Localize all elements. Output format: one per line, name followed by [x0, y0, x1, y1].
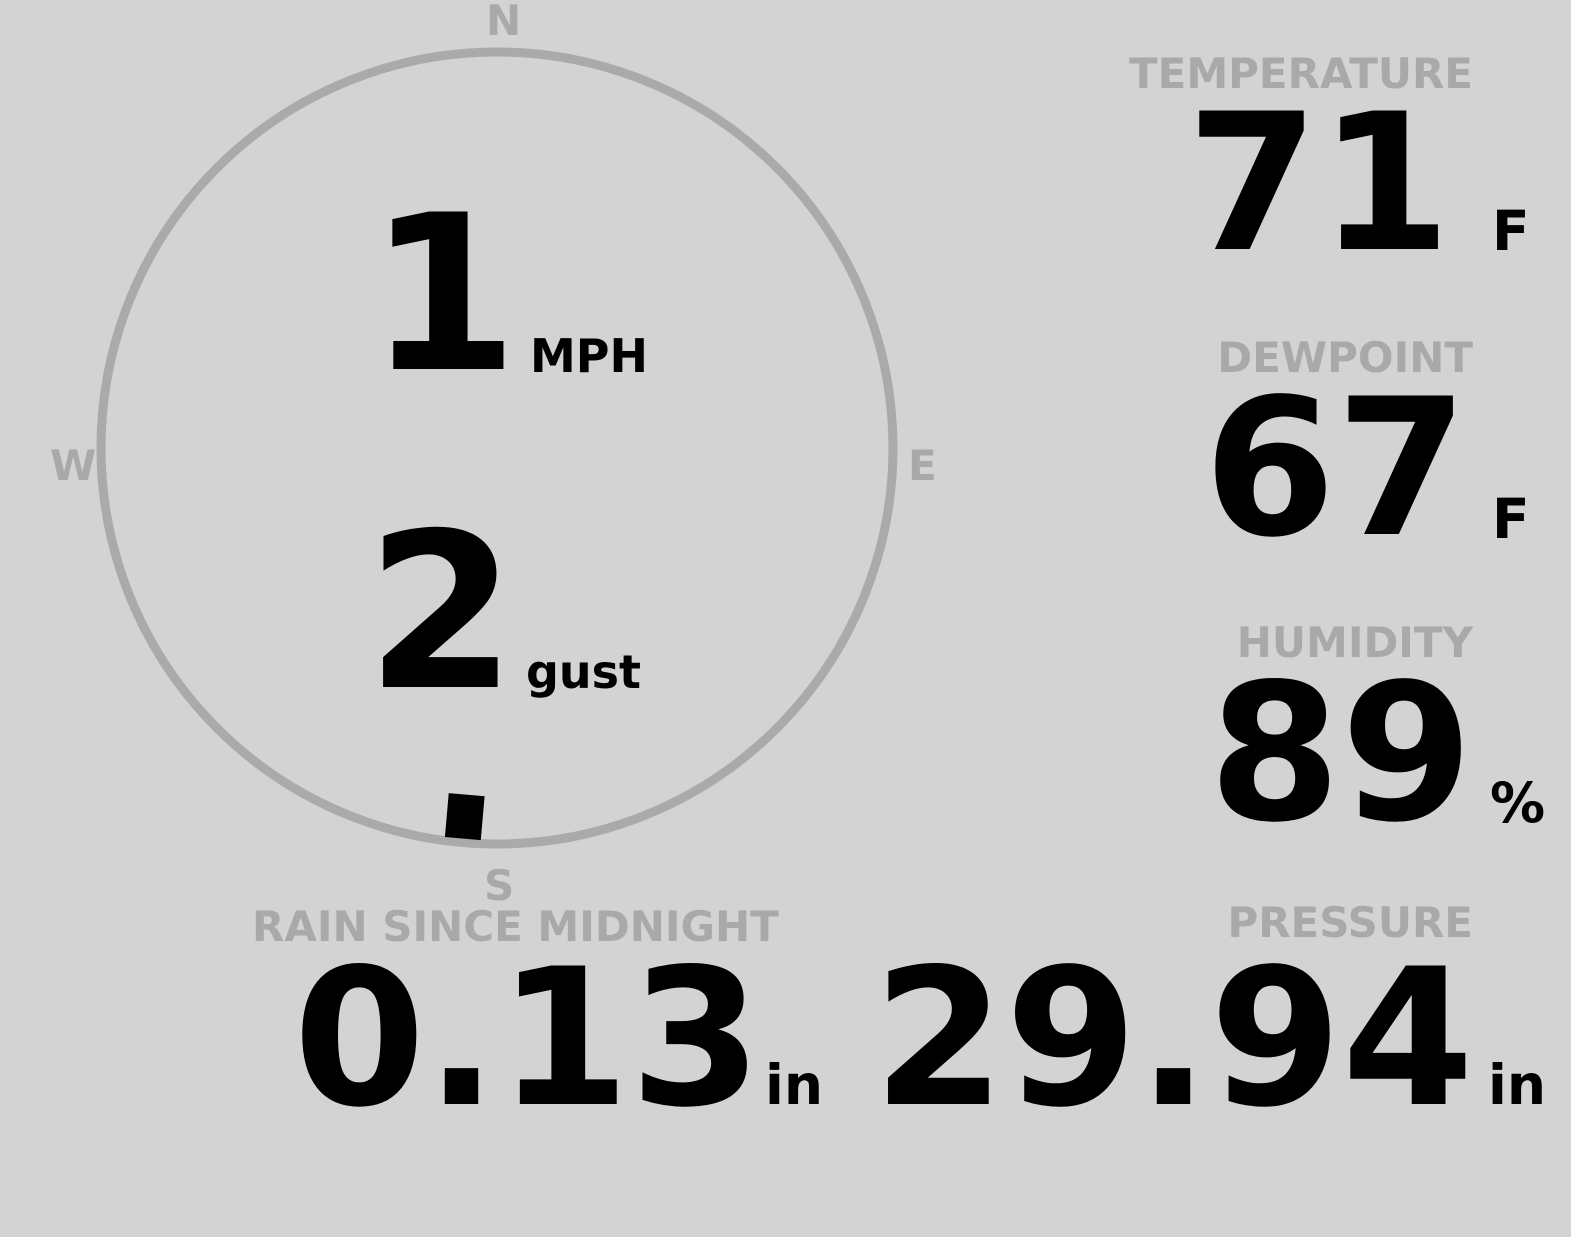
compass-west: W — [50, 441, 97, 490]
compass-south: S — [484, 861, 515, 910]
humidity-value: 89 — [1208, 643, 1473, 864]
pressure-value: 29.94 — [873, 928, 1474, 1149]
dewpoint-label: DEWPOINT — [1217, 333, 1473, 382]
temperature-unit: F — [1492, 199, 1530, 263]
temperature-label: TEMPERATURE — [1129, 49, 1473, 98]
dewpoint-unit: F — [1492, 487, 1530, 551]
wind-gust-label: gust — [526, 645, 642, 699]
compass-east: E — [908, 441, 937, 490]
rain-unit: in — [765, 1053, 824, 1117]
compass-ring — [96, 47, 898, 849]
wind-speed-unit: MPH — [530, 329, 648, 383]
humidity-unit: % — [1490, 771, 1546, 835]
wind-direction-marker — [444, 793, 485, 841]
rain-label: RAIN SINCE MIDNIGHT — [252, 902, 779, 951]
dewpoint-value: 67 — [1203, 358, 1468, 579]
humidity-label: HUMIDITY — [1236, 618, 1473, 667]
rain-value: 0.13 — [293, 928, 762, 1149]
wind-gust-value: 2 — [366, 487, 517, 738]
wind-speed-value: 1 — [368, 169, 519, 420]
wind-direction-marker-group — [444, 793, 485, 841]
pressure-unit: in — [1488, 1053, 1547, 1117]
pressure-label: PRESSURE — [1227, 898, 1473, 947]
temperature-value: 71 — [1186, 73, 1451, 294]
compass-north: N — [486, 0, 522, 45]
